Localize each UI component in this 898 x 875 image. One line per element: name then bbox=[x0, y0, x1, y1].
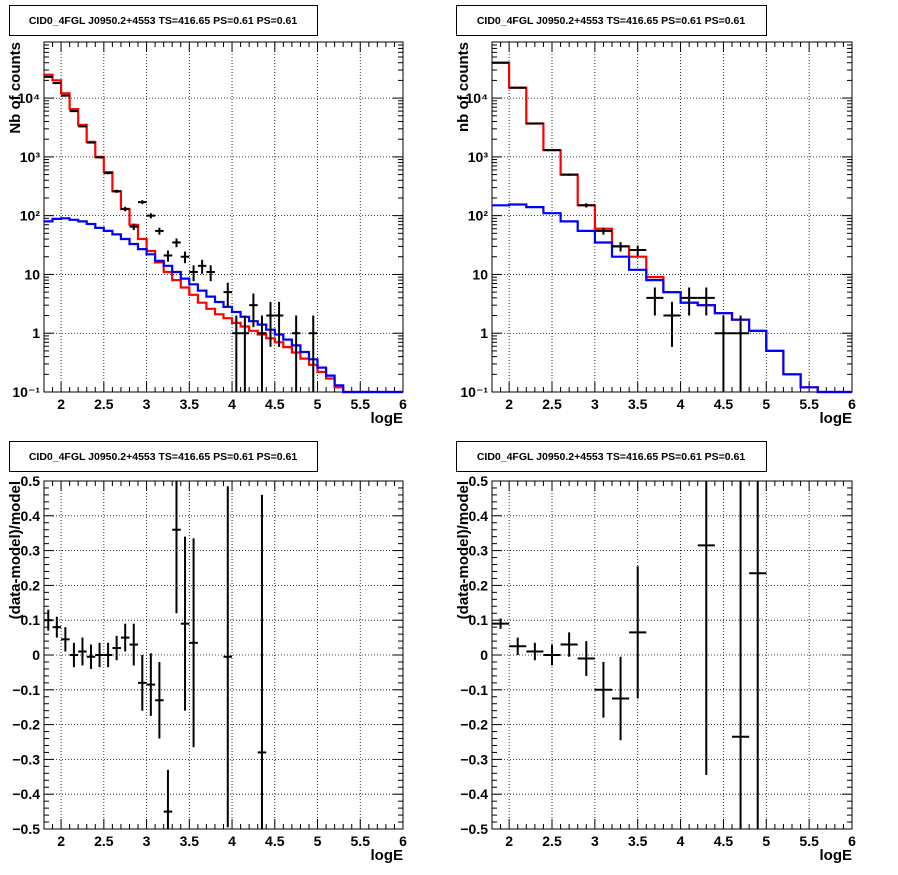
y-tick-label: 10 bbox=[472, 266, 488, 282]
x-tick-label: 2.5 bbox=[94, 396, 114, 412]
title-box bbox=[456, 441, 767, 472]
x-tick-label: 5.5 bbox=[351, 396, 371, 412]
y-tick-label: 10² bbox=[468, 208, 489, 224]
y-axis-label: nb of counts bbox=[455, 42, 472, 132]
x-axis-label: logE bbox=[820, 410, 853, 427]
x-tick-label: 3.5 bbox=[628, 396, 648, 412]
y-tick-label: −0.3 bbox=[12, 751, 40, 767]
x-tick-label: 2.5 bbox=[542, 396, 562, 412]
y-tick-label: 10³ bbox=[468, 149, 489, 165]
x-tick-label: 4 bbox=[228, 396, 236, 412]
x-tick-label: 3.5 bbox=[180, 833, 200, 849]
y-tick-label: 0.2 bbox=[469, 577, 489, 593]
y-tick-label: −0.3 bbox=[460, 751, 488, 767]
x-tick-label: 5 bbox=[314, 396, 322, 412]
x-tick-label: 2 bbox=[505, 396, 513, 412]
y-tick-label: 0 bbox=[32, 647, 40, 663]
plot-frame bbox=[43, 41, 404, 393]
x-tick-label: 6 bbox=[848, 833, 856, 849]
x-tick-label: 5.5 bbox=[799, 833, 819, 849]
x-tick-label: 4.5 bbox=[265, 396, 285, 412]
y-tick-label: 0.4 bbox=[469, 508, 489, 524]
y-tick-label: −0.1 bbox=[12, 682, 40, 698]
chart-panel-2: CID0_4FGL J0950.2+4553 TS=416.65 PS=0.61… bbox=[455, 5, 856, 427]
x-tick-label: 5 bbox=[762, 396, 770, 412]
y-tick-label: 10⁴ bbox=[466, 90, 489, 106]
x-tick-label: 3 bbox=[143, 396, 151, 412]
model-total-histogram bbox=[44, 73, 403, 394]
x-tick-label: 5 bbox=[762, 833, 770, 849]
y-tick-label: −0.4 bbox=[460, 786, 488, 802]
title-box bbox=[9, 441, 318, 472]
y-tick-label: −0.5 bbox=[12, 821, 40, 837]
chart-title: CID0_4FGL J0950.2+4553 TS=416.65 PS=0.61… bbox=[477, 451, 745, 463]
chart-title: CID0_4FGL J0950.2+4553 TS=416.65 PS=0.61… bbox=[477, 15, 745, 27]
y-tick-label: 10⁻¹ bbox=[12, 384, 40, 400]
y-axis-label: Nb of counts bbox=[7, 42, 24, 134]
x-tick-label: 3 bbox=[591, 833, 599, 849]
y-axis-label: (data-model)/model bbox=[7, 481, 24, 619]
y-tick-label: 0.4 bbox=[21, 508, 41, 524]
y-axis-label: (data-model)/model bbox=[455, 481, 472, 619]
x-tick-label: 3.5 bbox=[628, 833, 648, 849]
y-tick-label: 10³ bbox=[20, 149, 41, 165]
y-tick-label: 10² bbox=[20, 208, 41, 224]
chart-panel-3: CID0_4FGL J0950.2+4553 TS=416.65 PS=0.61… bbox=[7, 441, 407, 864]
y-tick-label: 10 bbox=[24, 266, 40, 282]
y-tick-label: −0.2 bbox=[12, 717, 40, 733]
x-tick-label: 6 bbox=[848, 396, 856, 412]
x-tick-label: 6 bbox=[399, 833, 407, 849]
x-axis-label: logE bbox=[371, 410, 404, 427]
y-tick-label: 0.5 bbox=[469, 473, 489, 489]
x-axis-label: logE bbox=[820, 847, 853, 864]
chart-title: CID0_4FGL J0950.2+4553 TS=416.65 PS=0.61… bbox=[29, 451, 297, 463]
y-tick-label: 10⁴ bbox=[18, 90, 41, 106]
x-tick-label: 2.5 bbox=[94, 833, 114, 849]
chart-title: CID0_4FGL J0950.2+4553 TS=416.65 PS=0.61… bbox=[29, 15, 297, 27]
y-tick-label: −0.2 bbox=[460, 717, 488, 733]
model-component-histogram bbox=[44, 217, 403, 394]
x-tick-label: 4.5 bbox=[714, 396, 734, 412]
x-axis-label: logE bbox=[371, 847, 404, 864]
y-tick-label: −0.1 bbox=[460, 682, 488, 698]
title-box bbox=[456, 5, 767, 36]
y-tick-label: 0.1 bbox=[469, 612, 489, 628]
x-tick-label: 3 bbox=[591, 396, 599, 412]
x-tick-label: 4 bbox=[677, 833, 685, 849]
y-tick-label: 1 bbox=[32, 325, 40, 341]
chart-panel-4: CID0_4FGL J0950.2+4553 TS=416.65 PS=0.61… bbox=[455, 441, 856, 864]
x-tick-label: 6 bbox=[399, 396, 407, 412]
y-tick-label: 0 bbox=[480, 647, 488, 663]
x-tick-label: 3.5 bbox=[180, 396, 200, 412]
x-tick-label: 2.5 bbox=[542, 833, 562, 849]
x-tick-label: 4 bbox=[677, 396, 685, 412]
y-tick-label: 10⁻¹ bbox=[460, 384, 488, 400]
y-tick-label: −0.4 bbox=[12, 786, 40, 802]
x-tick-label: 3 bbox=[143, 833, 151, 849]
x-tick-label: 2 bbox=[505, 833, 513, 849]
y-tick-label: 0.3 bbox=[469, 543, 489, 559]
chart-panel-1: CID0_4FGL J0950.2+4553 TS=416.65 PS=0.61… bbox=[7, 5, 407, 427]
y-tick-label: 0.2 bbox=[21, 577, 41, 593]
model-component-histogram bbox=[492, 203, 852, 394]
y-tick-label: 0.1 bbox=[21, 612, 41, 628]
x-tick-label: 5 bbox=[314, 833, 322, 849]
x-tick-label: 2 bbox=[57, 396, 65, 412]
x-tick-label: 5.5 bbox=[351, 833, 371, 849]
x-tick-label: 2 bbox=[57, 833, 65, 849]
x-tick-label: 4.5 bbox=[714, 833, 734, 849]
y-tick-label: −0.5 bbox=[460, 821, 488, 837]
x-tick-label: 5.5 bbox=[799, 396, 819, 412]
x-tick-label: 4 bbox=[228, 833, 236, 849]
title-box bbox=[9, 5, 318, 36]
x-tick-label: 4.5 bbox=[265, 833, 285, 849]
y-tick-label: 0.3 bbox=[21, 543, 41, 559]
y-tick-label: 1 bbox=[480, 325, 488, 341]
y-tick-label: 0.5 bbox=[21, 473, 41, 489]
